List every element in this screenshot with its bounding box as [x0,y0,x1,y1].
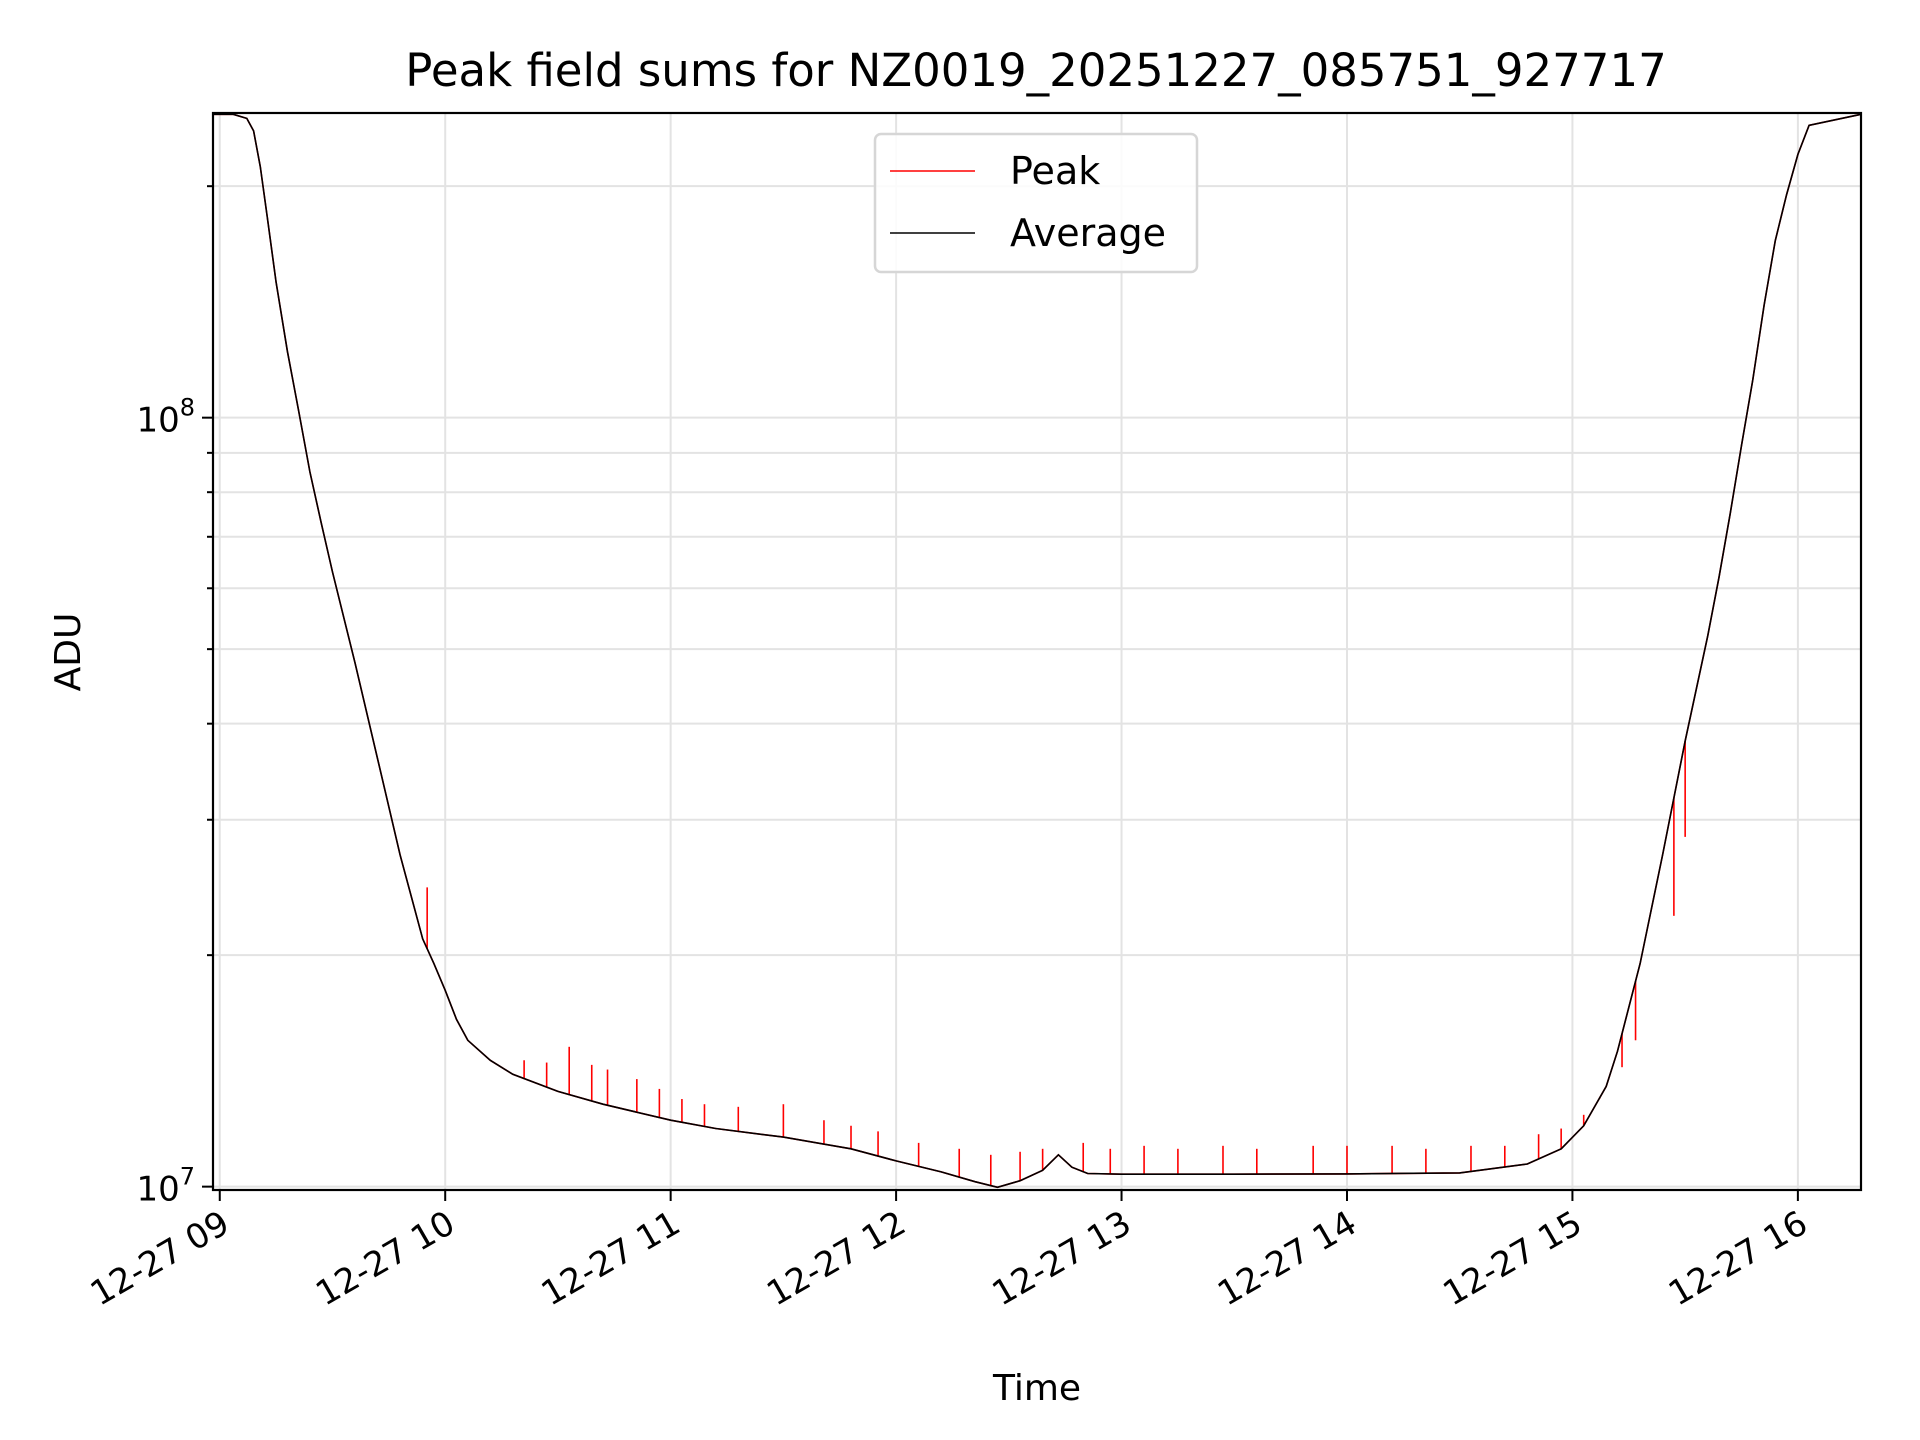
y-tick-label: 108 [136,394,195,441]
chart-title: Peak field sums for NZ0019_20251227_0857… [405,44,1666,97]
series-layer [213,113,1862,1189]
legend-box [873,132,1199,274]
plot-frame [211,111,1863,1192]
grid-layer [213,113,1861,1190]
y-tick-label: 107 [136,1163,195,1210]
legend-label-peak: Peak [1010,149,1100,193]
legend: Peak Average [873,132,1199,274]
y-axis-label: ADU [48,613,89,692]
x-axis-label: Time [992,1368,1081,1409]
legend-label-average: Average [1010,211,1166,255]
series-average-line [213,113,1862,1189]
